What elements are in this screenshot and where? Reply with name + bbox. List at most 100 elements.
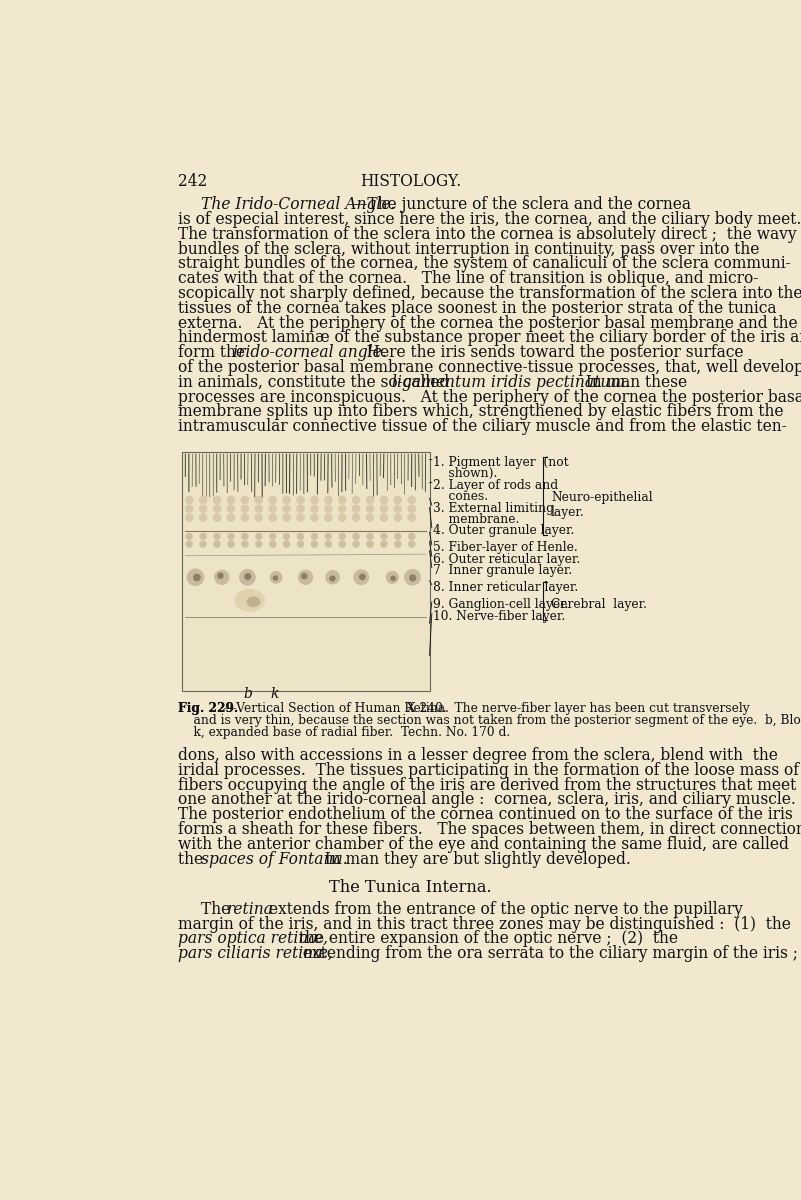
Circle shape [186, 533, 193, 540]
Text: 1. Pigment layer  (not: 1. Pigment layer (not [433, 456, 569, 469]
Circle shape [298, 570, 312, 584]
Circle shape [270, 571, 282, 583]
Text: pars optica retinæ,: pars optica retinæ, [178, 930, 328, 947]
Circle shape [380, 496, 388, 504]
Text: Fig. 229.: Fig. 229. [178, 702, 238, 715]
Circle shape [380, 505, 388, 512]
Text: extends from the entrance of the optic nerve to the pupillary: extends from the entrance of the optic n… [264, 901, 743, 918]
Text: 2. Layer of rods and: 2. Layer of rods and [433, 479, 558, 492]
Circle shape [214, 541, 220, 547]
Circle shape [227, 514, 235, 522]
Text: HISTOLOGY.: HISTOLOGY. [360, 173, 461, 191]
Text: 4. Outer granule layer.: 4. Outer granule layer. [433, 524, 575, 538]
Text: —Vertical Section of Human Retina.: —Vertical Section of Human Retina. [224, 702, 449, 715]
Circle shape [329, 576, 336, 581]
Circle shape [241, 541, 248, 547]
Text: 5. Fiber-layer of Henle.: 5. Fiber-layer of Henle. [433, 541, 578, 554]
Circle shape [199, 496, 207, 504]
Ellipse shape [235, 589, 264, 611]
Circle shape [338, 505, 346, 512]
Circle shape [326, 570, 340, 584]
Circle shape [283, 496, 291, 504]
Circle shape [217, 572, 223, 578]
Circle shape [241, 505, 249, 512]
Circle shape [301, 574, 308, 580]
Circle shape [391, 576, 396, 581]
Text: forms a sheath for these fibers.   The spaces between them, in direct connection: forms a sheath for these fibers. The spa… [178, 821, 801, 838]
Circle shape [310, 514, 319, 522]
Text: with the anterior chamber of the eye and containing the same fluid, are called: with the anterior chamber of the eye and… [178, 835, 788, 853]
Circle shape [325, 541, 332, 547]
Text: The posterior endothelium of the cornea continued on to the surface of the iris: The posterior endothelium of the cornea … [178, 806, 792, 823]
Circle shape [269, 541, 276, 547]
Circle shape [386, 571, 398, 583]
Text: b: b [244, 688, 252, 701]
Text: ligamentum iridis pectinatum.: ligamentum iridis pectinatum. [392, 373, 630, 391]
Circle shape [324, 505, 332, 512]
Circle shape [380, 514, 388, 522]
Text: Here the iris sends toward the posterior surface: Here the iris sends toward the posterior… [352, 344, 744, 361]
Text: the entire expansion of the optic nerve ;  (2)  the: the entire expansion of the optic nerve … [294, 930, 678, 947]
Circle shape [255, 496, 263, 504]
Circle shape [352, 505, 360, 512]
Text: pars ciliaris retinæ,: pars ciliaris retinæ, [178, 946, 332, 962]
Text: —The juncture of the sclera and the cornea: —The juncture of the sclera and the corn… [352, 197, 690, 214]
Circle shape [297, 533, 304, 540]
Text: cates with that of the cornea.   The line of transition is oblique, and micro-: cates with that of the cornea. The line … [178, 270, 758, 287]
Circle shape [409, 575, 416, 581]
Circle shape [255, 514, 263, 522]
Text: 7  Inner granule layer.: 7 Inner granule layer. [433, 564, 573, 577]
Text: k, expanded base of radial fiber.  Techn. No. 170 d.: k, expanded base of radial fiber. Techn.… [178, 726, 510, 738]
Circle shape [338, 496, 346, 504]
Text: and is very thin, because the section was not taken from the posterior segment o: and is very thin, because the section wa… [178, 714, 801, 726]
Circle shape [366, 496, 374, 504]
Circle shape [241, 496, 249, 504]
Circle shape [185, 514, 193, 522]
Text: externa.   At the periphery of the cornea the posterior basal membrane and the: externa. At the periphery of the cornea … [178, 314, 797, 331]
Text: 10. Nerve-fiber layer.: 10. Nerve-fiber layer. [433, 610, 566, 623]
Circle shape [284, 533, 290, 540]
Text: 6. Outer reticular layer.: 6. Outer reticular layer. [433, 553, 581, 566]
Text: The Tunica Interna.: The Tunica Interna. [329, 878, 492, 895]
Text: spaces of Fontana.: spaces of Fontana. [201, 851, 348, 868]
Circle shape [408, 505, 416, 512]
Circle shape [405, 569, 421, 586]
Circle shape [241, 533, 248, 540]
Text: bundles of the sclera, without interruption in continuity, pass over into the: bundles of the sclera, without interrupt… [178, 241, 759, 258]
Circle shape [256, 541, 262, 547]
Circle shape [366, 514, 374, 522]
Circle shape [227, 541, 235, 547]
Circle shape [324, 514, 332, 522]
Circle shape [241, 514, 249, 522]
Text: membrane splits up into fibers which, strengthened by elastic fibers from the: membrane splits up into fibers which, st… [178, 403, 783, 420]
Circle shape [408, 514, 416, 522]
FancyBboxPatch shape [182, 452, 429, 691]
Text: extending from the ora serrata to the ciliary margin of the iris ;  (3)  the: extending from the ora serrata to the ci… [297, 946, 801, 962]
Circle shape [256, 533, 262, 540]
Text: processes are inconspicuous.   At the periphery of the cornea the posterior basa: processes are inconspicuous. At the peri… [178, 389, 801, 406]
Circle shape [324, 496, 332, 504]
Circle shape [215, 570, 229, 584]
Circle shape [394, 505, 402, 512]
Text: 9. Ganglion-cell layer.: 9. Ganglion-cell layer. [433, 599, 569, 612]
Circle shape [359, 574, 365, 580]
Circle shape [193, 574, 200, 581]
Circle shape [269, 533, 276, 540]
Text: The transformation of the sclera into the cornea is absolutely direct ;  the wav: The transformation of the sclera into th… [178, 226, 796, 242]
Circle shape [186, 541, 193, 547]
Circle shape [185, 505, 193, 512]
Circle shape [268, 496, 276, 504]
Text: The Irido-Corneal Angle.: The Irido-Corneal Angle. [201, 197, 395, 214]
Circle shape [283, 505, 291, 512]
Circle shape [268, 505, 276, 512]
Circle shape [380, 533, 388, 540]
Text: cones.: cones. [433, 490, 489, 503]
Text: 3. External limiting: 3. External limiting [433, 502, 554, 515]
Text: Cerebral  layer.: Cerebral layer. [551, 599, 647, 611]
Circle shape [338, 514, 346, 522]
Circle shape [213, 514, 221, 522]
Text: straight bundles of the cornea, the system of canaliculi of the sclera communi-: straight bundles of the cornea, the syst… [178, 256, 791, 272]
Circle shape [273, 576, 278, 581]
Circle shape [352, 514, 360, 522]
Circle shape [325, 533, 332, 540]
